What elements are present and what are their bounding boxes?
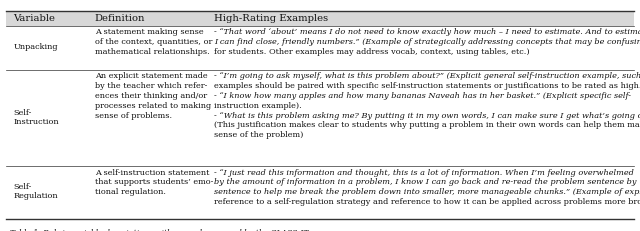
Text: Variable: Variable xyxy=(13,14,55,23)
Text: that supports students’ emo-: that supports students’ emo- xyxy=(95,179,213,186)
Text: ences their thinking and/or: ences their thinking and/or xyxy=(95,92,207,100)
Text: for students. Other examples may address vocab, context, using tables, etc.): for students. Other examples may address… xyxy=(214,48,530,56)
Text: Instruction: Instruction xyxy=(13,118,59,126)
Text: sense of the problem): sense of the problem) xyxy=(214,131,303,139)
Text: Table 1: Rubric variable descriptions with examples as used by the CLASS-ITs.: Table 1: Rubric variable descriptions wi… xyxy=(10,229,314,231)
Text: mathematical relationships.: mathematical relationships. xyxy=(95,48,209,56)
Bar xyxy=(6,11,634,26)
Text: reference to a self-regulation strategy and reference to how it can be applied a: reference to a self-regulation strategy … xyxy=(214,198,640,206)
Text: sentence to help me break the problem down into smaller, more manageable chunks.: sentence to help me break the problem do… xyxy=(214,188,640,196)
Text: - “That word ‘about’ means I do not need to know exactly how much – I need to es: - “That word ‘about’ means I do not need… xyxy=(214,28,640,36)
Bar xyxy=(6,166,634,219)
Text: processes related to making: processes related to making xyxy=(95,102,211,110)
Text: - “I know how many apples and how many bananas Naveah has in her basket.” (Expli: - “I know how many apples and how many b… xyxy=(214,92,631,100)
Text: Self-: Self- xyxy=(13,109,31,116)
Bar xyxy=(6,70,634,166)
Text: - “What is this problem asking me? By putting it in my own words, I can make sur: - “What is this problem asking me? By pu… xyxy=(214,112,640,120)
Text: examples should be paired with specific self-instruction statements or justifica: examples should be paired with specific … xyxy=(214,82,640,90)
Text: of the context, quantities, or: of the context, quantities, or xyxy=(95,38,212,46)
Text: - “I just read this information and thought, this is a lot of information. When : - “I just read this information and thou… xyxy=(214,169,634,177)
Text: I can find close, friendly numbers.” (Example of strategically addressing concep: I can find close, friendly numbers.” (Ex… xyxy=(214,38,640,46)
Text: An explicit statement made: An explicit statement made xyxy=(95,73,207,80)
Text: A statement making sense: A statement making sense xyxy=(95,28,204,36)
Text: by the teacher which refer-: by the teacher which refer- xyxy=(95,82,207,90)
Text: tional regulation.: tional regulation. xyxy=(95,188,166,196)
Text: Regulation: Regulation xyxy=(13,192,58,201)
Bar xyxy=(6,26,634,70)
Text: (This justification makes clear to students why putting a problem in their own w: (This justification makes clear to stude… xyxy=(214,122,640,129)
Text: High-Rating Examples: High-Rating Examples xyxy=(214,14,328,23)
Text: instruction example).: instruction example). xyxy=(214,102,301,110)
Text: Unpacking: Unpacking xyxy=(13,43,58,51)
Text: Self-: Self- xyxy=(13,183,31,191)
Text: A self-instruction statement: A self-instruction statement xyxy=(95,169,209,177)
Text: sense of problems.: sense of problems. xyxy=(95,112,172,120)
Text: Definition: Definition xyxy=(95,14,145,23)
Text: by the amount of information in a problem, I know I can go back and re-read the : by the amount of information in a proble… xyxy=(214,179,637,186)
Text: - “I’m going to ask myself, what is this problem about?” (Explicit general self-: - “I’m going to ask myself, what is this… xyxy=(214,73,640,80)
